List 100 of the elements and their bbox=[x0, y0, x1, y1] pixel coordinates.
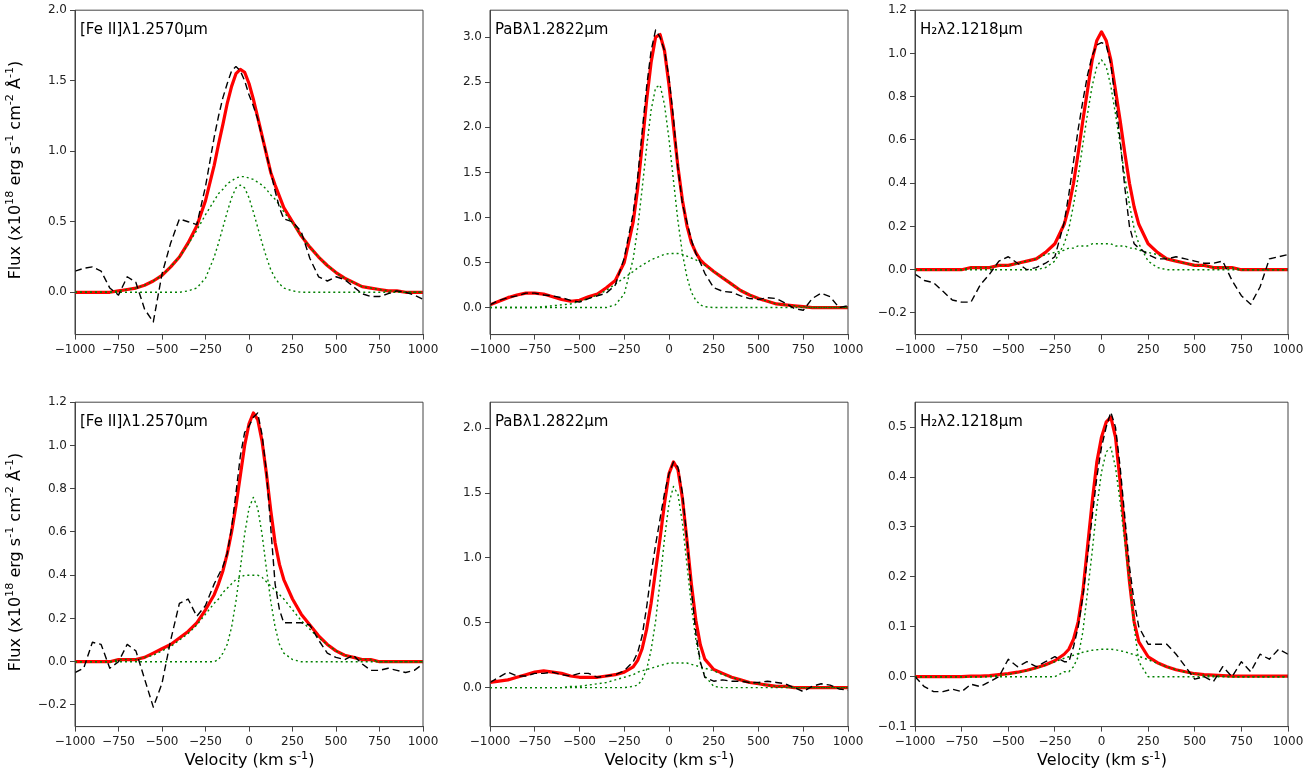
x-tick-label: 750 bbox=[1229, 733, 1253, 748]
y-tick-label: −0.2 bbox=[877, 305, 907, 320]
y-tick-label: −0.2 bbox=[37, 697, 67, 712]
x-tick-label: 0 bbox=[665, 341, 673, 356]
y-tick-label: 0.8 bbox=[47, 480, 67, 495]
x-tick-label: 250 bbox=[1136, 341, 1160, 356]
x-tick-label: 250 bbox=[702, 341, 726, 356]
x-tick-label: 0 bbox=[1097, 733, 1106, 748]
x-tick-label: −750 bbox=[518, 341, 552, 356]
y-tick-label: 2.0 bbox=[462, 420, 482, 435]
x-tick-label: −1000 bbox=[54, 341, 96, 356]
y-tick-label: 0.4 bbox=[47, 567, 67, 582]
y-tick-label: 1.0 bbox=[47, 143, 67, 158]
x-tick-label: 1000 bbox=[407, 733, 439, 748]
y-tick-label: 1.5 bbox=[47, 72, 67, 87]
x-tick-label: 250 bbox=[702, 733, 726, 748]
x-tick-label: 500 bbox=[747, 341, 770, 356]
x-tick-label: −500 bbox=[145, 733, 179, 748]
y-tick-label: 0.8 bbox=[887, 88, 907, 103]
x-tick-label: 250 bbox=[281, 733, 304, 748]
annotation: H₂λ2.1218μm bbox=[920, 20, 1023, 39]
y-tick-label: 0.2 bbox=[887, 569, 907, 583]
y-tick-label: 0.0 bbox=[887, 261, 907, 276]
x-tick-label: 500 bbox=[747, 733, 770, 748]
y-tick-label: 1.0 bbox=[47, 437, 67, 452]
x-tick-label: 500 bbox=[324, 341, 348, 356]
x-tick-label: −500 bbox=[991, 341, 1025, 356]
annotation: [Fe II]λ1.2570μm bbox=[80, 20, 208, 39]
y-tick-label: 0.5 bbox=[887, 419, 907, 434]
x-tick-label: −250 bbox=[607, 733, 641, 748]
x-tick-label: 1000 bbox=[407, 341, 439, 356]
x-tick-label: 500 bbox=[1183, 733, 1207, 748]
y-tick-label: 0.1 bbox=[887, 618, 907, 633]
x-tick-label: 0 bbox=[245, 341, 253, 356]
y-tick-label: 0.2 bbox=[887, 218, 907, 233]
y-tick-label: 0.4 bbox=[887, 175, 907, 190]
x-tick-label: 250 bbox=[1136, 733, 1160, 748]
x-tick-label: −500 bbox=[563, 733, 596, 748]
x-tick-label: −750 bbox=[102, 733, 135, 748]
y-tick-label: 0.2 bbox=[47, 610, 67, 625]
x-tick-label: −750 bbox=[945, 733, 979, 748]
y-tick-label: 3.0 bbox=[462, 29, 482, 44]
x-tick-label: −250 bbox=[1038, 733, 1072, 748]
annotation: H₂λ2.1218μm bbox=[920, 412, 1023, 431]
annotation: PaBλ1.2822μm bbox=[495, 412, 609, 431]
x-tick-label: −1000 bbox=[54, 733, 96, 748]
y-tick-label: 0.6 bbox=[47, 524, 67, 539]
x-tick-label: 500 bbox=[1183, 341, 1207, 356]
annotation: [Fe II]λ1.2570μm bbox=[80, 412, 208, 431]
x-tick-label: −250 bbox=[607, 341, 641, 356]
y-tick-label: 0.0 bbox=[887, 668, 907, 683]
y-tick-label: 0.0 bbox=[462, 679, 482, 694]
x-tick-label: −750 bbox=[945, 341, 979, 356]
x-axis-title: Velocity (km s$^{-1}$) bbox=[604, 748, 735, 769]
x-tick-label: −250 bbox=[1038, 341, 1072, 356]
y-tick-label: 0.6 bbox=[887, 132, 907, 147]
x-tick-label: −500 bbox=[563, 341, 596, 356]
x-tick-label: 1000 bbox=[832, 341, 864, 356]
y-tick-label: 0.0 bbox=[47, 653, 67, 668]
x-tick-label: 750 bbox=[1229, 341, 1253, 356]
y-tick-label: 1.2 bbox=[887, 2, 907, 17]
y-tick-label: 1.5 bbox=[462, 164, 482, 179]
x-tick-label: 1000 bbox=[1272, 733, 1304, 748]
x-tick-label: 1000 bbox=[1272, 341, 1304, 356]
y-tick-label: 0.5 bbox=[462, 254, 482, 269]
y-tick-label: 0.5 bbox=[47, 213, 67, 228]
x-tick-label: −250 bbox=[189, 733, 222, 748]
y-tick-label: 0.4 bbox=[887, 469, 907, 484]
x-tick-label: 500 bbox=[324, 733, 348, 748]
y-tick-label: 1.5 bbox=[462, 485, 482, 500]
x-tick-label: 750 bbox=[368, 341, 391, 356]
x-tick-label: 250 bbox=[281, 341, 304, 356]
annotation: PaBλ1.2822μm bbox=[495, 20, 609, 39]
x-tick-label: 750 bbox=[791, 733, 815, 748]
x-tick-label: 750 bbox=[791, 341, 815, 356]
x-tick-label: 0 bbox=[1097, 341, 1106, 356]
y-tick-label: 1.2 bbox=[47, 394, 67, 409]
x-axis-title: Velocity (km s$^{-1}$) bbox=[184, 748, 315, 769]
x-tick-label: 750 bbox=[368, 733, 391, 748]
y-tick-label: 2.5 bbox=[462, 74, 482, 89]
x-tick-label: −1000 bbox=[469, 733, 511, 748]
y-tick-label: 1.0 bbox=[462, 209, 482, 224]
x-tick-label: 0 bbox=[245, 733, 253, 748]
x-tick-label: −750 bbox=[102, 341, 135, 356]
x-axis-title: Velocity (km s$^{-1}$) bbox=[1037, 748, 1167, 769]
y-tick-label: 1.0 bbox=[887, 45, 907, 60]
x-tick-label: −750 bbox=[518, 733, 552, 748]
y-tick-label: 0.0 bbox=[462, 299, 482, 314]
x-tick-label: −250 bbox=[189, 341, 222, 356]
x-tick-label: 0 bbox=[665, 733, 673, 748]
y-tick-label: 2.0 bbox=[462, 119, 482, 134]
y-tick-label: 0.5 bbox=[462, 614, 482, 629]
x-tick-label: −500 bbox=[991, 733, 1025, 748]
x-tick-label: −500 bbox=[145, 341, 179, 356]
y-tick-label: 0.3 bbox=[887, 519, 907, 534]
x-tick-label: 1000 bbox=[832, 733, 864, 748]
y-tick-label: 1.0 bbox=[462, 550, 482, 565]
x-tick-label: −1000 bbox=[894, 733, 936, 748]
x-tick-label: −1000 bbox=[469, 341, 511, 356]
y-tick-label: 2.0 bbox=[47, 2, 67, 17]
